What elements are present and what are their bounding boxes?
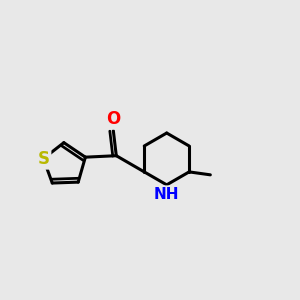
- Text: NH: NH: [154, 187, 179, 202]
- Text: S: S: [38, 150, 50, 168]
- Text: O: O: [106, 110, 121, 128]
